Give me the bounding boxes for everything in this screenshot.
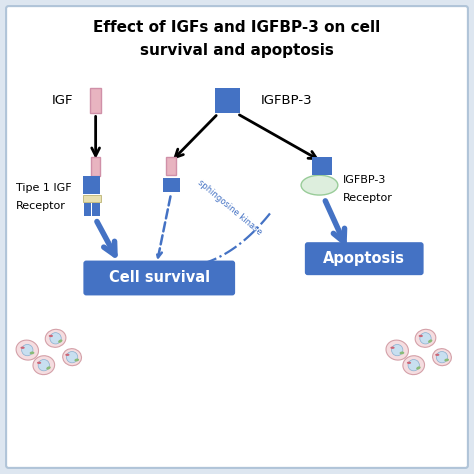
Ellipse shape xyxy=(58,339,63,343)
Bar xyxy=(91,88,101,113)
Text: IGFBP-3: IGFBP-3 xyxy=(343,174,386,184)
Ellipse shape xyxy=(435,354,439,356)
Ellipse shape xyxy=(428,339,432,343)
Text: Receptor: Receptor xyxy=(343,193,393,203)
Bar xyxy=(92,176,100,194)
Ellipse shape xyxy=(49,335,53,337)
Ellipse shape xyxy=(386,340,409,360)
Circle shape xyxy=(66,352,78,363)
Bar xyxy=(92,203,100,216)
Ellipse shape xyxy=(63,349,82,365)
Circle shape xyxy=(22,345,33,356)
Text: IGFBP-3: IGFBP-3 xyxy=(261,94,312,107)
FancyBboxPatch shape xyxy=(305,242,424,275)
Ellipse shape xyxy=(419,335,423,337)
Text: Apoptosis: Apoptosis xyxy=(323,251,405,266)
Bar xyxy=(215,88,240,113)
Circle shape xyxy=(437,352,447,363)
Text: Tipe 1 IGF: Tipe 1 IGF xyxy=(16,182,71,192)
Ellipse shape xyxy=(74,358,79,362)
Bar xyxy=(163,178,180,192)
Ellipse shape xyxy=(444,358,449,362)
Ellipse shape xyxy=(37,362,41,364)
Ellipse shape xyxy=(30,352,35,355)
Circle shape xyxy=(38,359,49,371)
Ellipse shape xyxy=(45,329,66,347)
Ellipse shape xyxy=(400,352,404,355)
Ellipse shape xyxy=(301,175,338,195)
Ellipse shape xyxy=(416,366,420,370)
Ellipse shape xyxy=(415,329,436,347)
Circle shape xyxy=(392,345,403,356)
Ellipse shape xyxy=(16,340,38,360)
Text: Receptor: Receptor xyxy=(16,201,65,211)
Ellipse shape xyxy=(433,349,451,365)
Text: survival and apoptosis: survival and apoptosis xyxy=(140,43,334,58)
Bar xyxy=(91,157,100,176)
Bar xyxy=(166,157,176,175)
Ellipse shape xyxy=(403,356,425,374)
Circle shape xyxy=(408,359,419,371)
Text: IGF: IGF xyxy=(52,94,73,107)
Text: Effect of IGFs and IGFBP-3 on cell: Effect of IGFs and IGFBP-3 on cell xyxy=(93,20,381,35)
Text: Cell survival: Cell survival xyxy=(109,271,210,285)
Circle shape xyxy=(420,333,431,344)
Ellipse shape xyxy=(407,362,411,364)
FancyBboxPatch shape xyxy=(6,6,468,468)
Ellipse shape xyxy=(20,346,25,349)
FancyBboxPatch shape xyxy=(83,261,235,295)
Bar xyxy=(83,195,101,202)
Text: sphingosine kinase: sphingosine kinase xyxy=(196,178,264,237)
Ellipse shape xyxy=(33,356,55,374)
Bar xyxy=(83,176,92,194)
Ellipse shape xyxy=(46,366,51,370)
Circle shape xyxy=(50,333,61,344)
Ellipse shape xyxy=(391,346,395,349)
Bar xyxy=(84,203,91,216)
Ellipse shape xyxy=(65,354,70,356)
Bar xyxy=(312,157,332,175)
